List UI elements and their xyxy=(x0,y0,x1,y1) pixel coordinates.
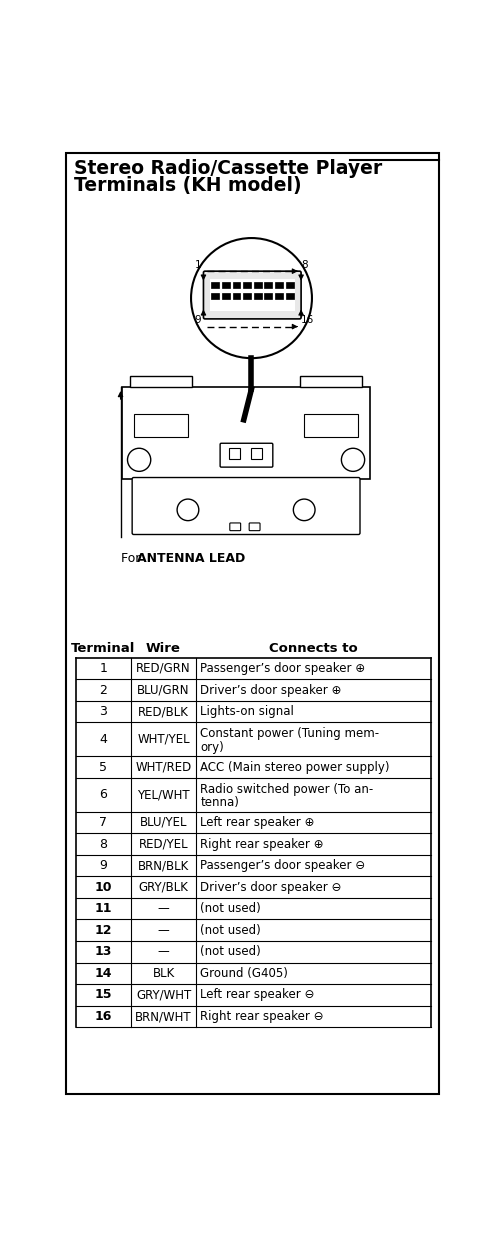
Text: RED/GRN: RED/GRN xyxy=(136,662,191,674)
Bar xyxy=(304,413,358,436)
Bar xyxy=(211,292,219,298)
Text: Terminal: Terminal xyxy=(71,642,136,655)
Bar xyxy=(286,282,293,289)
Text: 3: 3 xyxy=(100,705,107,718)
Text: Constant power (Tuning mem-: Constant power (Tuning mem- xyxy=(200,727,380,741)
Bar xyxy=(229,449,240,459)
Text: 15: 15 xyxy=(95,989,112,1001)
Text: Terminals (KH model): Terminals (KH model) xyxy=(74,175,302,195)
Text: Radio switched power (To an-: Radio switched power (To an- xyxy=(200,783,374,795)
Text: 6: 6 xyxy=(100,788,107,801)
Text: 9: 9 xyxy=(195,316,201,326)
Text: BRN/WHT: BRN/WHT xyxy=(135,1010,192,1023)
Bar xyxy=(254,292,262,298)
Text: 1: 1 xyxy=(195,260,201,270)
Text: BLK: BLK xyxy=(152,967,175,980)
Bar xyxy=(264,292,272,298)
Bar xyxy=(210,279,295,311)
Bar xyxy=(286,292,293,298)
Text: ANTENNA LEAD: ANTENNA LEAD xyxy=(137,552,245,565)
Bar xyxy=(254,282,262,289)
Bar xyxy=(222,292,230,298)
Text: Ground (G405): Ground (G405) xyxy=(200,967,288,980)
Bar xyxy=(264,282,272,289)
Text: ory): ory) xyxy=(200,741,224,753)
FancyBboxPatch shape xyxy=(204,271,301,319)
Text: 7: 7 xyxy=(100,816,107,829)
Text: BRN/BLK: BRN/BLK xyxy=(138,859,189,872)
Text: 11: 11 xyxy=(95,903,112,915)
Text: 16: 16 xyxy=(301,316,315,326)
Text: tenna): tenna) xyxy=(200,797,239,809)
Text: 2: 2 xyxy=(100,683,107,697)
Text: Right rear speaker ⊕: Right rear speaker ⊕ xyxy=(200,837,324,851)
Bar xyxy=(243,282,251,289)
Bar xyxy=(275,292,283,298)
Text: 13: 13 xyxy=(95,946,112,958)
Text: Lights-on signal: Lights-on signal xyxy=(200,705,294,718)
Text: RED/YEL: RED/YEL xyxy=(139,837,188,851)
Text: 10: 10 xyxy=(95,880,112,894)
Bar xyxy=(130,376,192,387)
Text: 8: 8 xyxy=(301,260,308,270)
Text: Connects to: Connects to xyxy=(269,642,358,655)
Text: (not used): (not used) xyxy=(200,946,261,958)
Text: (not used): (not used) xyxy=(200,903,261,915)
Text: Passenger’s door speaker ⊕: Passenger’s door speaker ⊕ xyxy=(200,662,365,674)
Text: 12: 12 xyxy=(95,924,112,937)
Text: 14: 14 xyxy=(95,967,112,980)
FancyBboxPatch shape xyxy=(249,523,260,530)
Text: Passenger’s door speaker ⊖: Passenger’s door speaker ⊖ xyxy=(200,859,365,872)
Bar xyxy=(134,413,188,436)
Text: Right rear speaker ⊖: Right rear speaker ⊖ xyxy=(200,1010,324,1023)
Text: RED/BLK: RED/BLK xyxy=(138,705,189,718)
Text: BLU/GRN: BLU/GRN xyxy=(137,683,190,697)
Text: Driver’s door speaker ⊕: Driver’s door speaker ⊕ xyxy=(200,683,342,697)
Text: 16: 16 xyxy=(95,1010,112,1023)
Text: Stereo Radio/Cassette Player: Stereo Radio/Cassette Player xyxy=(74,159,382,178)
Text: 1: 1 xyxy=(100,662,107,674)
Text: GRY/WHT: GRY/WHT xyxy=(136,989,191,1001)
Bar xyxy=(233,282,240,289)
Bar xyxy=(211,282,219,289)
Bar xyxy=(251,449,262,459)
Bar xyxy=(222,282,230,289)
FancyBboxPatch shape xyxy=(230,523,241,530)
Text: For: For xyxy=(120,552,144,565)
Bar xyxy=(122,387,370,480)
Text: 4: 4 xyxy=(100,732,107,746)
Bar xyxy=(233,292,240,298)
Text: Wire: Wire xyxy=(146,642,181,655)
Bar xyxy=(300,376,362,387)
Text: —: — xyxy=(158,946,170,958)
Text: 9: 9 xyxy=(100,859,107,872)
Text: —: — xyxy=(158,924,170,937)
Text: 5: 5 xyxy=(100,761,107,773)
Bar xyxy=(275,282,283,289)
Bar xyxy=(243,292,251,298)
Text: Left rear speaker ⊖: Left rear speaker ⊖ xyxy=(200,989,315,1001)
Text: WHT/RED: WHT/RED xyxy=(136,761,192,773)
Text: WHT/YEL: WHT/YEL xyxy=(137,732,190,746)
FancyBboxPatch shape xyxy=(220,443,273,467)
Text: Driver’s door speaker ⊖: Driver’s door speaker ⊖ xyxy=(200,880,342,894)
Text: Left rear speaker ⊕: Left rear speaker ⊕ xyxy=(200,816,315,829)
Text: BLU/YEL: BLU/YEL xyxy=(140,816,187,829)
FancyBboxPatch shape xyxy=(132,477,360,534)
Text: 8: 8 xyxy=(100,837,107,851)
Text: GRY/BLK: GRY/BLK xyxy=(139,880,188,894)
Text: YEL/WHT: YEL/WHT xyxy=(137,788,190,801)
Circle shape xyxy=(191,238,312,358)
Text: —: — xyxy=(158,903,170,915)
Text: ACC (Main stereo power supply): ACC (Main stereo power supply) xyxy=(200,761,390,773)
Text: (not used): (not used) xyxy=(200,924,261,937)
